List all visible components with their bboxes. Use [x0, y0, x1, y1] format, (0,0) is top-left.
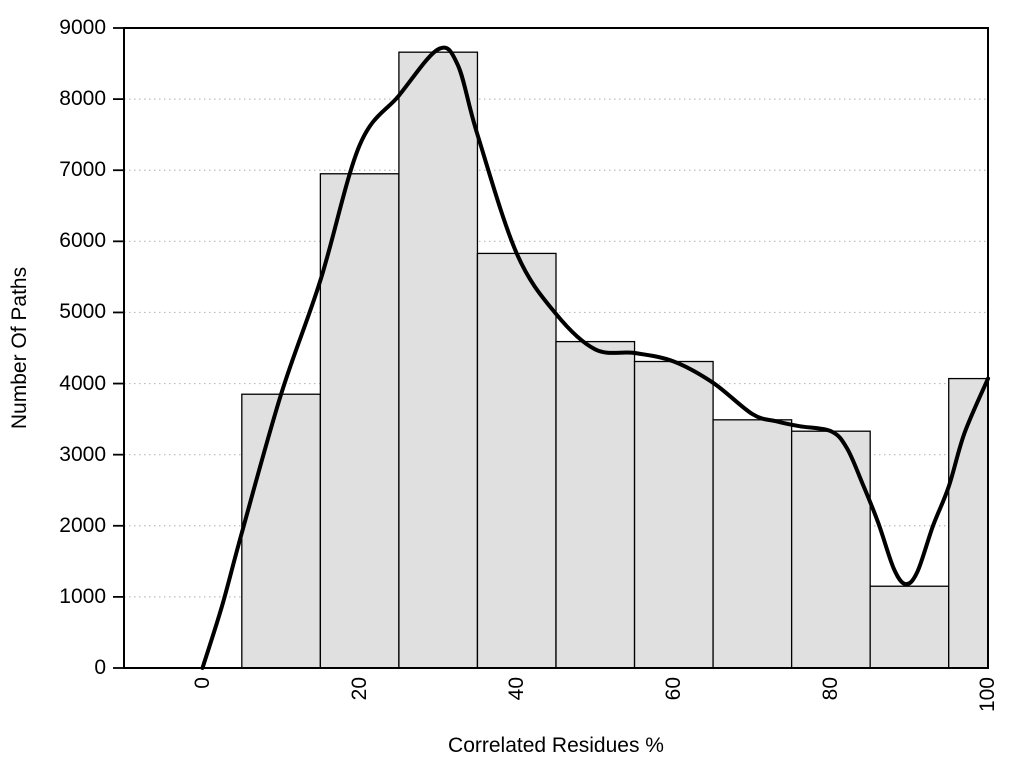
- histogram-bar: [555, 340, 636, 669]
- histogram-bar: [476, 252, 557, 669]
- x-tick-label: 80: [818, 677, 842, 701]
- y-tick-label: 3000: [59, 442, 106, 466]
- histogram-bar: [712, 419, 793, 669]
- y-tick-label: 7000: [59, 158, 106, 182]
- histogram-bar: [398, 51, 479, 669]
- plot-border: [123, 27, 989, 669]
- x-tick-label: 20: [347, 677, 371, 701]
- x-tick-label: 0: [190, 677, 214, 689]
- histogram-bar: [869, 585, 950, 669]
- x-tick-label: 100: [976, 677, 999, 713]
- smooth-curve: [200, 45, 990, 670]
- y-tick-label: 9000: [59, 16, 106, 39]
- y-axis-title: Number Of Paths: [8, 266, 31, 430]
- y-tick-label: 8000: [59, 87, 106, 111]
- histogram-bar: [633, 360, 714, 669]
- y-tick-label: 0: [94, 656, 106, 679]
- histogram-bar: [241, 393, 322, 669]
- y-tick-label: 6000: [59, 229, 106, 253]
- histogram-bar: [790, 430, 871, 669]
- y-tick-label: 5000: [59, 300, 106, 324]
- histogram-bar: [319, 173, 400, 669]
- y-tick-label: 1000: [59, 584, 106, 608]
- y-tick-label: 2000: [59, 513, 106, 537]
- y-tick-label: 4000: [59, 371, 106, 395]
- x-axis-title: Correlated Residues %: [448, 734, 664, 757]
